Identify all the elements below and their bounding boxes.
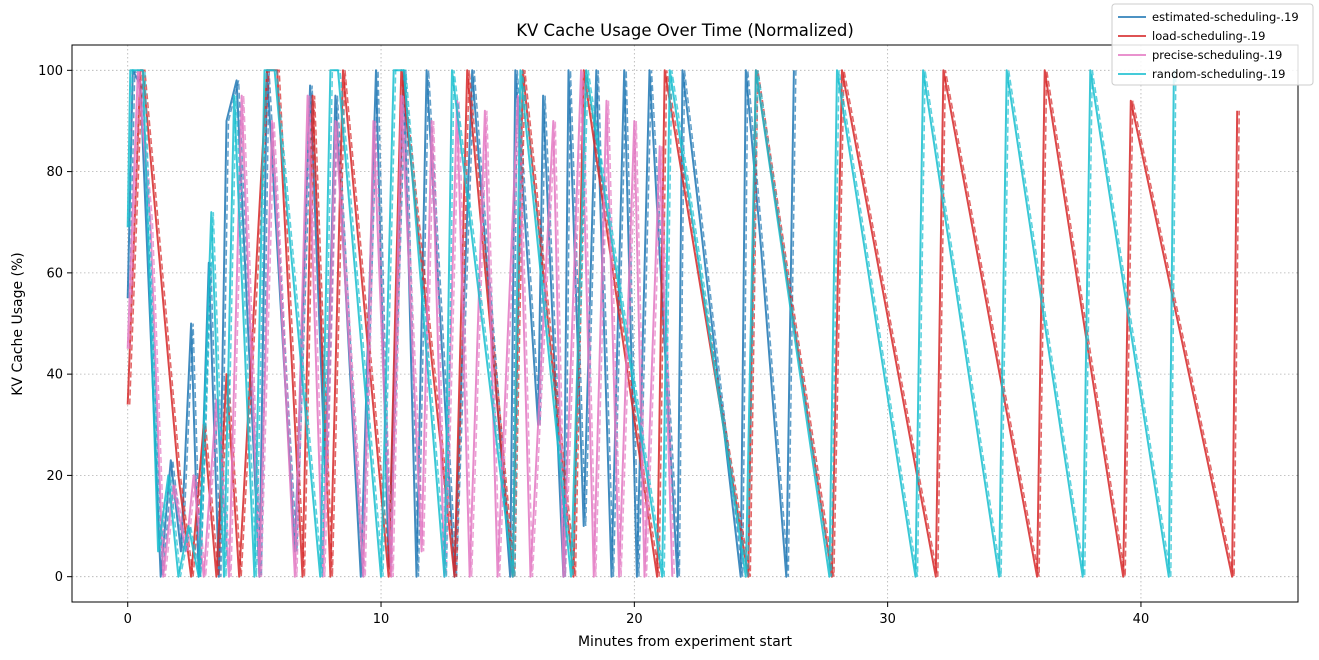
chart-title: KV Cache Usage Over Time (Normalized): [516, 21, 854, 40]
legend-entry: load-scheduling-.19: [1152, 29, 1265, 43]
y-tick-label: 20: [46, 469, 63, 484]
legend-entry: precise-scheduling-.19: [1152, 48, 1282, 62]
legend-entry: estimated-scheduling-.19: [1152, 10, 1299, 24]
x-tick-label: 30: [879, 612, 896, 627]
legend: estimated-scheduling-.19 load-scheduling-…: [1111, 3, 1314, 86]
legend-box: [1111, 3, 1314, 86]
series-line-precise-scheduling-19: [126, 69, 674, 578]
y-tick-label: 40: [46, 368, 63, 383]
x-tick-label: 20: [626, 612, 643, 627]
plot-frame: [71, 44, 1299, 603]
x-axis-label: Minutes from experiment start: [578, 634, 793, 650]
y-axis-label: KV Cache Usage (%): [10, 252, 26, 396]
series-line-dashed-random-scheduling-19: [128, 69, 1177, 577]
x-tick-label: 0: [124, 612, 132, 627]
y-tick-label: 80: [46, 165, 63, 180]
series-layer: [126, 69, 1240, 578]
x-tick-label: 40: [1133, 612, 1150, 627]
axis-ticks: 0 10 20 30 40 0 20 40 60 80 100: [38, 64, 1149, 627]
series-line-dashed-load-scheduling-19: [128, 69, 1240, 577]
series-line-load-scheduling-19: [126, 69, 1239, 578]
series-line-random-scheduling-19: [126, 69, 1175, 578]
y-tick-label: 60: [46, 266, 63, 281]
x-tick-label: 10: [373, 612, 390, 627]
y-tick-label: 100: [38, 64, 63, 79]
legend-entry: random-scheduling-.19: [1152, 67, 1285, 81]
y-tick-label: 0: [55, 570, 63, 585]
